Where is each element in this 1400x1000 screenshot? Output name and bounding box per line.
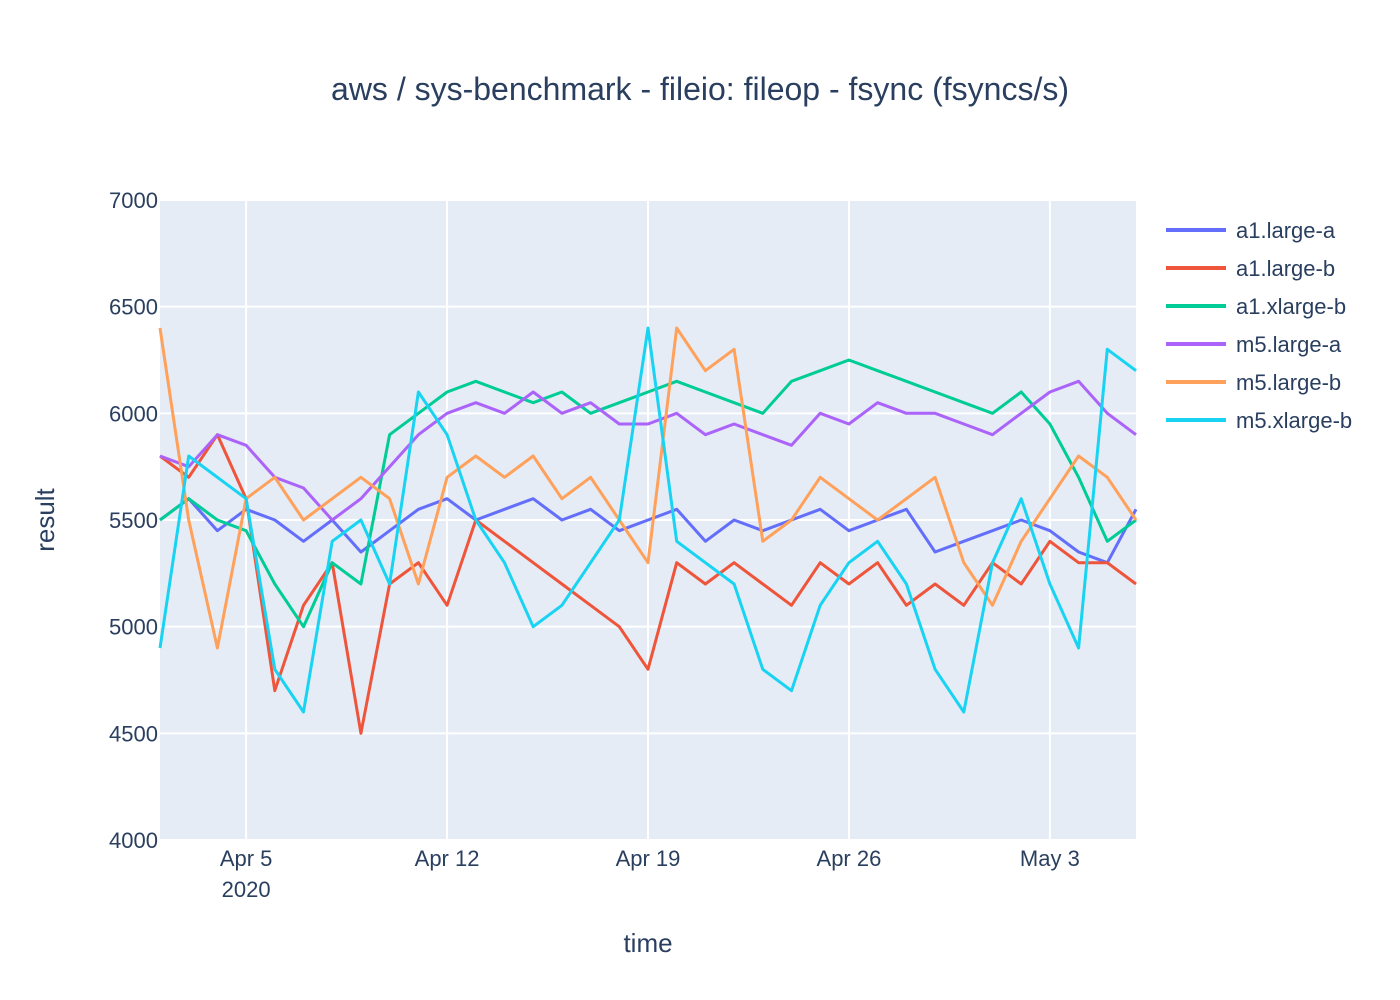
series-line-m5.xlarge-b	[158, 326, 1137, 714]
x-tick-label: Apr 12	[415, 846, 480, 871]
y-axis-title: result	[30, 487, 60, 551]
x-tick-label: Apr 5	[220, 846, 273, 871]
legend-item[interactable]: m5.large-a	[1166, 332, 1342, 357]
legend-label: a1.large-b	[1236, 256, 1335, 281]
y-tick-label: 4000	[109, 828, 158, 853]
legend-item[interactable]: a1.large-b	[1166, 256, 1335, 281]
legend-item[interactable]: a1.xlarge-b	[1166, 294, 1346, 319]
y-tick-label: 4500	[109, 721, 158, 746]
series-line-m5.large-b	[158, 326, 1138, 650]
x-tick-label: May 3	[1020, 846, 1080, 871]
y-axis-ticks: 4000 4500 5000 5500 6000 6500 7000	[109, 188, 158, 853]
legend: a1.large-a a1.large-b a1.xlarge-b m5.large-…	[1166, 218, 1352, 433]
legend-label: m5.large-a	[1236, 332, 1342, 357]
legend-label: m5.xlarge-b	[1236, 408, 1352, 433]
legend-label: a1.large-a	[1236, 218, 1336, 243]
series-line-m5.large-a	[159, 379, 1137, 522]
series-line-a1.large-a	[159, 497, 1138, 565]
x-tick-label: Apr 26	[817, 846, 882, 871]
legend-item[interactable]: a1.large-a	[1166, 218, 1336, 243]
legend-item[interactable]: m5.xlarge-b	[1166, 408, 1352, 433]
y-tick-label: 6500	[109, 295, 158, 320]
y-tick-label: 5500	[109, 508, 158, 533]
legend-item[interactable]: m5.large-b	[1166, 370, 1341, 395]
series-line-a1.large-b	[159, 433, 1137, 735]
legend-label: a1.xlarge-b	[1236, 294, 1346, 319]
chart-title: aws / sys-benchmark - fileio: fileop - f…	[331, 71, 1069, 107]
series-line-a1.xlarge-b	[159, 358, 1137, 629]
x-tick-sublabel: 2020	[222, 877, 271, 902]
x-tick-label: Apr 19	[616, 846, 681, 871]
y-tick-label: 6000	[109, 401, 158, 426]
x-axis-title: time	[623, 928, 672, 958]
series-lines	[158, 326, 1138, 735]
y-tick-label: 5000	[109, 615, 158, 640]
legend-label: m5.large-b	[1236, 370, 1341, 395]
y-tick-label: 7000	[109, 188, 158, 213]
x-axis-ticks: Apr 5 2020 Apr 12 Apr 19 Apr 26 May 3	[220, 846, 1080, 902]
